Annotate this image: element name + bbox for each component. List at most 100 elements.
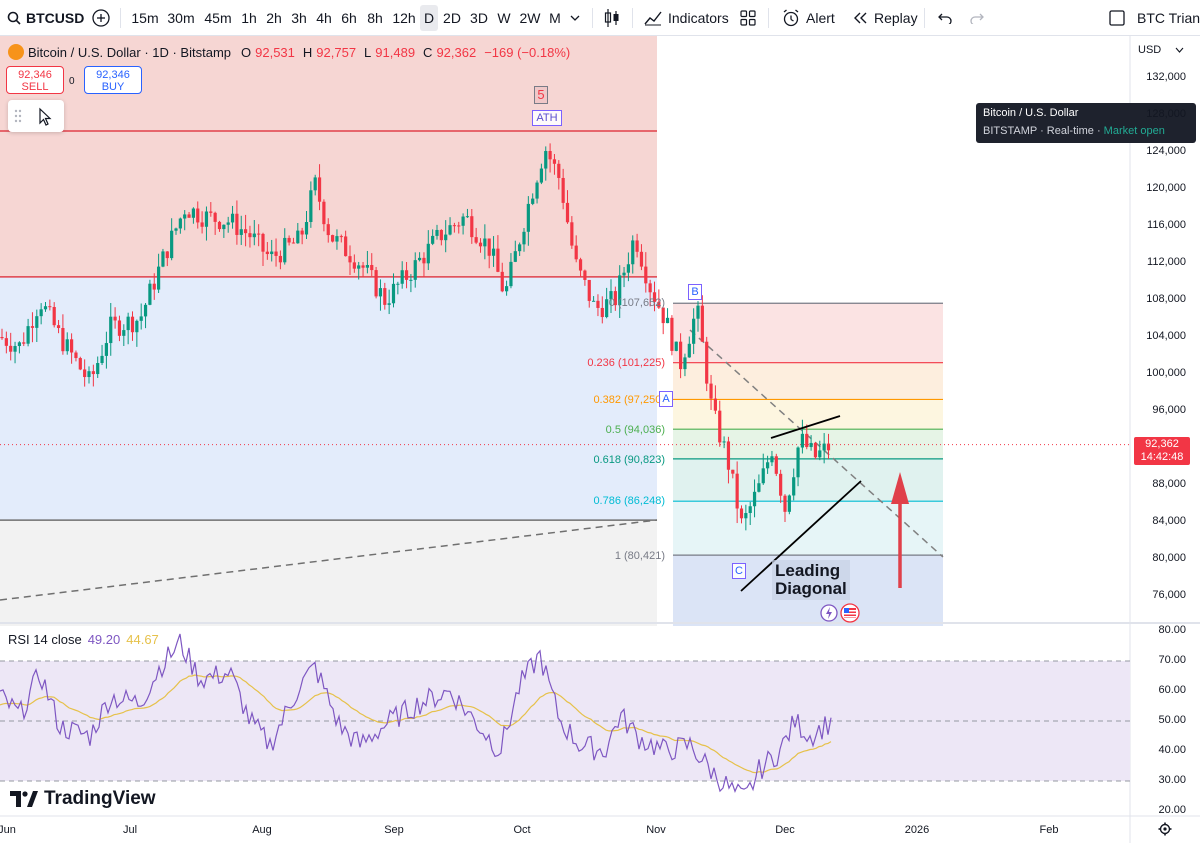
time-axis-label: Sep: [384, 824, 404, 836]
alarm-clock-icon[interactable]: [780, 0, 802, 36]
interval-d[interactable]: D: [420, 5, 438, 31]
cursor-arrow-icon[interactable]: [39, 107, 52, 126]
candle-body: [331, 235, 335, 242]
interval-6h[interactable]: 6h: [341, 10, 357, 26]
search-icon[interactable]: [6, 0, 22, 36]
rsi-scale-label: 20.00: [1158, 804, 1186, 816]
rewind-icon[interactable]: [850, 0, 870, 36]
candle-body: [357, 265, 361, 269]
candle-body: [461, 216, 465, 226]
candle-body: [13, 346, 17, 352]
candle-body: [52, 306, 56, 326]
interval-45m[interactable]: 45m: [204, 10, 232, 26]
drawing-toolbar[interactable]: [8, 100, 64, 132]
redo-icon[interactable]: [966, 0, 988, 36]
candle-body: [170, 230, 174, 259]
wave-a-label[interactable]: A: [659, 391, 673, 407]
candle-body: [174, 228, 178, 231]
wave-b-label[interactable]: B: [688, 284, 702, 300]
legend-o-label: O: [241, 44, 252, 60]
candle-body: [600, 307, 604, 318]
undo-icon[interactable]: [934, 0, 956, 36]
price-scale-label: 116,000: [1147, 219, 1186, 231]
bitcoin-icon: [8, 44, 24, 60]
candle-body: [509, 261, 513, 287]
legend-c-label: C: [423, 44, 433, 60]
leading-diagonal-label[interactable]: Leading Diagonal: [772, 560, 850, 600]
indicators-button[interactable]: Indicators: [668, 10, 729, 26]
interval-30m[interactable]: 30m: [167, 10, 195, 26]
candle-body: [104, 343, 108, 356]
ath-label[interactable]: ATH: [532, 110, 562, 126]
candle-body: [744, 513, 748, 519]
chart-area[interactable]: Bitcoin / U.S. Dollar · 1D · Bitstamp O 9…: [0, 36, 1200, 843]
candle-body: [387, 303, 391, 305]
candle-body: [570, 222, 574, 246]
interval-8h[interactable]: 8h: [367, 10, 383, 26]
time-axis-label: Oct: [513, 824, 531, 836]
alert-button[interactable]: Alert: [806, 10, 835, 26]
sell-button[interactable]: 92,346 SELL: [6, 66, 64, 94]
rsi-scale-label: 80.00: [1158, 624, 1186, 636]
add-symbol-icon[interactable]: [90, 0, 112, 36]
interval-2w[interactable]: 2W: [519, 10, 541, 26]
settings-gear-icon[interactable]: [1158, 822, 1172, 836]
templates-icon[interactable]: [738, 0, 758, 36]
interval-2h[interactable]: 2h: [266, 10, 282, 26]
candle-body: [196, 208, 200, 223]
wave-c-label[interactable]: C: [732, 563, 746, 579]
interval-4h[interactable]: 4h: [316, 10, 332, 26]
candle-body: [230, 213, 235, 223]
legend-title: Bitcoin / U.S. Dollar · 1D · Bitstamp: [28, 44, 231, 60]
candle-body: [404, 270, 409, 280]
currency-selector[interactable]: USD: [1138, 44, 1184, 56]
candle-body: [422, 257, 426, 264]
drag-handle-icon[interactable]: [14, 109, 22, 123]
fib-level-label: 0.382 (97,250): [593, 394, 665, 406]
candle-type-icon[interactable]: [600, 0, 624, 36]
candle-body: [731, 469, 735, 474]
symbol-tooltip: Bitcoin / U.S. Dollar BITSTAMP · Real-ti…: [976, 103, 1196, 143]
candle-body: [826, 443, 831, 451]
divider: [924, 8, 925, 28]
price-scale-label: 108,000: [1146, 293, 1186, 305]
price-chart[interactable]: [0, 36, 1200, 843]
interval-m[interactable]: M: [549, 10, 561, 26]
wave-5-label[interactable]: 5: [534, 86, 548, 104]
candle-body: [539, 168, 543, 183]
indicators-icon[interactable]: [642, 0, 664, 36]
interval-2d[interactable]: 2D: [443, 10, 461, 26]
interval-3h[interactable]: 3h: [291, 10, 307, 26]
interval-1h[interactable]: 1h: [241, 10, 257, 26]
event-icons[interactable]: [818, 602, 864, 624]
layout-name[interactable]: BTC Triang: [1137, 10, 1200, 26]
candle-body: [565, 202, 570, 223]
layout-icon[interactable]: [1106, 0, 1128, 36]
buy-price: 92,346: [96, 69, 130, 81]
candle-body: [774, 456, 778, 474]
price-scale-label: 100,000: [1146, 367, 1186, 379]
interval-12h[interactable]: 12h: [392, 10, 416, 26]
chevron-down-icon[interactable]: [566, 0, 584, 36]
replay-button[interactable]: Replay: [874, 10, 918, 26]
candle-body: [217, 221, 222, 230]
candle-body: [261, 233, 265, 252]
interval-w[interactable]: W: [497, 10, 511, 26]
fib-level-label: 0.618 (90,823): [593, 454, 665, 466]
candle-body: [183, 214, 187, 219]
candle-body: [143, 304, 148, 317]
candle-body: [291, 242, 296, 244]
legend-low: 91,489: [375, 44, 416, 60]
candle-body: [0, 337, 4, 339]
buy-button[interactable]: 92,346 BUY: [84, 66, 142, 94]
wedge-lower-line: [740, 480, 862, 592]
candle-body: [713, 398, 717, 411]
spread-value: 0: [69, 76, 75, 87]
interval-3d[interactable]: 3D: [470, 10, 488, 26]
interval-15m[interactable]: 15m: [131, 10, 159, 26]
symbol-name[interactable]: BTCUSD: [26, 10, 85, 26]
candle-body: [26, 326, 30, 344]
price-scale-label: 128,000: [1146, 108, 1186, 120]
candle-body: [222, 224, 226, 230]
candle-body: [605, 299, 609, 318]
